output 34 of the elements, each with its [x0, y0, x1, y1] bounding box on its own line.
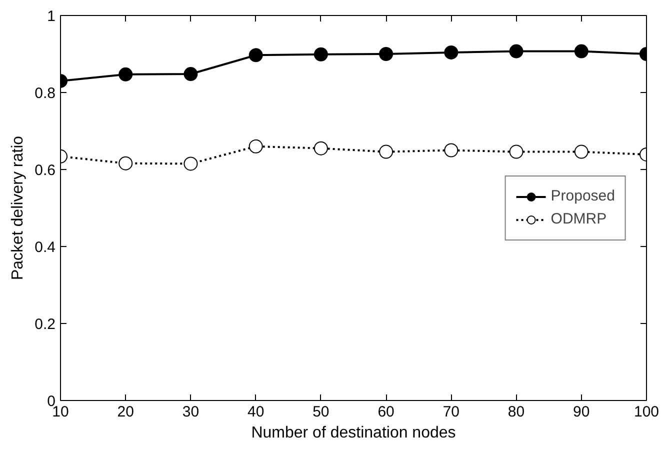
- legend-label: Proposed: [550, 188, 615, 204]
- y-tick-label: 0.2: [34, 316, 56, 333]
- point: [444, 45, 458, 60]
- point: [248, 139, 263, 154]
- legend-label: ODMRP: [550, 210, 607, 228]
- x-tick-label: 90: [573, 404, 590, 420]
- point: [574, 44, 588, 58]
- point: [184, 156, 198, 171]
- x-tick-label: 30: [182, 404, 200, 420]
- x-tick-label: 20: [117, 404, 134, 420]
- point: [314, 141, 328, 156]
- point: [118, 67, 133, 82]
- x-tick-label: 60: [378, 404, 394, 420]
- x-tick-label: 70: [442, 404, 460, 420]
- x-tick-label: 100: [634, 404, 660, 420]
- x-tick-label: 40: [247, 404, 264, 420]
- point: [184, 67, 198, 82]
- y-tick-label: 0.6: [34, 162, 56, 179]
- point: [574, 144, 588, 159]
- x-tick-label: 80: [508, 404, 525, 420]
- point: [444, 143, 458, 158]
- y-tick-label: 1: [47, 8, 56, 25]
- point: [509, 144, 524, 159]
- y-tick-label: 0.8: [34, 85, 56, 102]
- point: [248, 48, 263, 62]
- point: [509, 44, 524, 58]
- point: [314, 47, 328, 62]
- point: [118, 156, 133, 170]
- y-axis-title: Packet delivery ratio: [10, 136, 27, 280]
- y-tick-label: 0.4: [34, 239, 56, 256]
- x-tick-label: 50: [312, 404, 330, 420]
- point: [379, 144, 394, 159]
- x-axis-title: Number of destination nodes: [251, 424, 456, 442]
- point: [379, 47, 394, 61]
